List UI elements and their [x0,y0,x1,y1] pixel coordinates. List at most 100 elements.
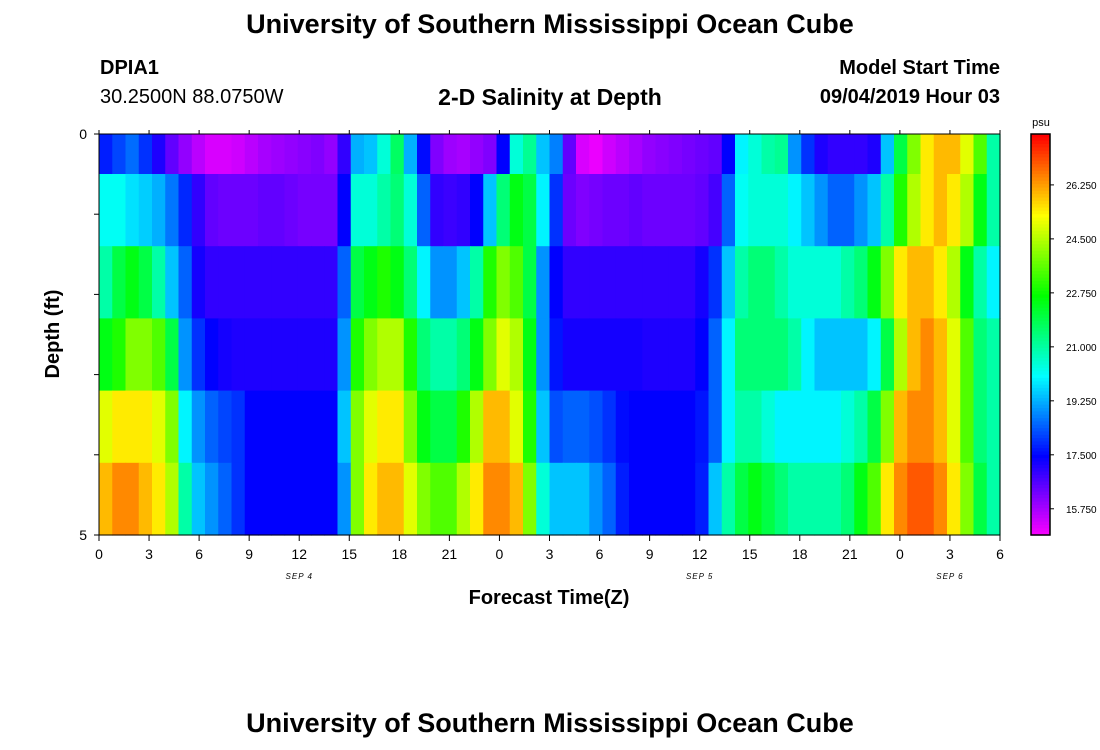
heatmap-cell [284,318,299,392]
heatmap-cell [947,462,961,536]
colorbar-segment [1031,464,1050,469]
heatmap-cell [483,246,498,319]
heatmap-cell [218,134,233,175]
heatmap-cell [695,174,710,247]
heatmap-cell [403,390,418,464]
heatmap-cell [629,318,643,392]
heatmap-cell [655,318,670,392]
colorbar-segment [1031,170,1050,175]
heatmap-cell [218,318,233,392]
heatmap-cell [761,318,776,392]
heatmap-cell [602,462,617,536]
heatmap-cell [814,390,829,464]
heatmap-cell [907,246,922,319]
heatmap-cell [125,134,140,175]
heatmap-cell [138,390,153,464]
heatmap-cell [350,390,365,464]
heatmap-cell [165,462,180,536]
heatmap-cell [443,174,458,247]
heatmap-cell [854,134,869,175]
colorbar-segment [1031,217,1050,222]
heatmap-cell [509,390,524,464]
heatmap-cell [562,390,577,464]
heatmap-cell [324,462,339,536]
heatmap-cell [364,134,378,175]
heatmap-cell [205,174,219,247]
heatmap-cell [589,318,604,392]
colorbar-segment [1031,327,1050,332]
heatmap-cell [191,246,206,319]
heatmap-cell [364,174,378,247]
heatmap-cell [602,134,617,175]
x-tick-label: 15 [742,546,758,562]
colorbar-segment [1031,260,1050,265]
colorbar-segment [1031,287,1050,292]
heatmap-cell [509,246,524,319]
heatmap-cell [496,134,511,175]
heatmap-cell [403,318,418,392]
heatmap-cell [284,174,299,247]
colorbar-segment [1031,451,1050,456]
heatmap-cell [231,462,246,536]
heatmap-cell [364,462,378,536]
heatmap-cell [814,174,829,247]
heatmap-cell [695,462,710,536]
colorbar-segment [1031,424,1050,429]
heatmap-cell [244,462,259,536]
heatmap-cell [456,246,471,319]
heatmap-cell [801,174,816,247]
heatmap-cell [576,390,590,464]
heatmap-cell [827,462,842,536]
heatmap-cell [721,174,736,247]
x-tick-label: 0 [496,546,504,562]
colorbar-segment [1031,207,1050,212]
heatmap-cell [417,174,431,247]
colorbar-segment [1031,334,1050,339]
heatmap-cell [284,462,299,536]
heatmap-cell [894,318,908,392]
heatmap-cell [562,462,577,536]
colorbar-segment [1031,384,1050,389]
heatmap-cell [112,462,127,536]
heatmap-cell [576,462,590,536]
colorbar-segment [1031,274,1050,279]
heatmap-cell [483,462,498,536]
colorbar-segment [1031,454,1050,459]
heatmap-cell [668,390,683,464]
heatmap-cell [947,318,961,392]
heatmap-cell [258,246,272,319]
heatmap-cell [443,390,458,464]
heatmap-cell [867,134,882,175]
x-tick-label: 18 [392,546,408,562]
heatmap-cell [390,174,405,247]
heatmap-cell [907,174,922,247]
colorbar-segment [1031,190,1050,195]
heatmap-cell [589,390,604,464]
heatmap-cell [841,246,855,319]
heatmap-cell [867,174,882,247]
heatmap-cell [536,390,551,464]
colorbar-segment [1031,374,1050,379]
heatmap-cell [271,174,286,247]
heatmap-cell [390,246,405,319]
colorbar-segment [1031,180,1050,185]
colorbar-segment [1031,160,1050,165]
heatmap-cell [589,134,604,175]
x-tick-label: 21 [842,546,858,562]
heatmap-cell [231,174,246,247]
heatmap-cell [99,390,113,464]
colorbar-segment [1031,230,1050,235]
heatmap-cell [973,134,988,175]
colorbar-segment [1031,448,1050,453]
heatmap-cell [443,134,458,175]
colorbar-segment [1031,401,1050,406]
heatmap-cell [907,134,922,175]
colorbar-segment [1031,134,1050,138]
heatmap-cell [721,246,736,319]
colorbar-segment [1031,434,1050,439]
heatmap-cell [271,462,286,536]
colorbar-segment [1031,154,1050,158]
heatmap-cell [668,246,683,319]
heatmap-cell [642,174,657,247]
colorbar-segment [1031,197,1050,202]
